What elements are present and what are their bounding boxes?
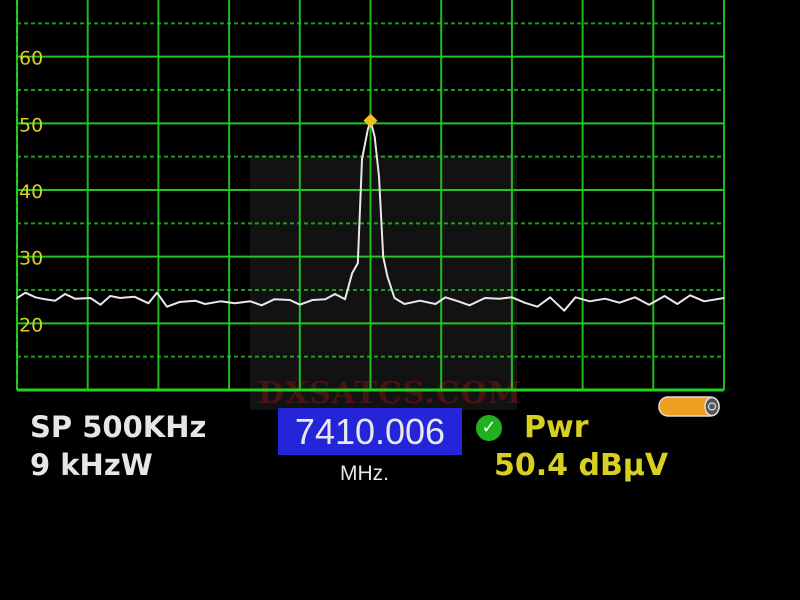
trace-point	[664, 295, 666, 297]
trace-point	[74, 298, 76, 300]
trace-point	[351, 272, 353, 274]
trace-point	[498, 298, 500, 300]
trace-point	[119, 297, 121, 299]
trace-point	[393, 297, 396, 299]
trace-point	[64, 293, 66, 295]
battery-icon	[658, 396, 720, 417]
trace-point	[273, 298, 275, 300]
trace-point	[378, 176, 380, 178]
trace-point	[361, 158, 363, 160]
trace-point	[604, 298, 606, 300]
trace-point	[324, 298, 326, 300]
trace-point	[419, 300, 421, 302]
trace-point	[524, 302, 526, 304]
trace-point	[511, 296, 513, 298]
trace-point	[156, 292, 158, 294]
span-label: SP 500KHz	[30, 410, 207, 444]
y-tick-label: 70	[19, 0, 43, 3]
trace-point	[703, 300, 705, 302]
trace-point	[563, 310, 565, 312]
trace-point	[299, 304, 301, 306]
trace-point	[147, 302, 150, 304]
trace-point	[386, 276, 389, 278]
trace-point	[367, 129, 369, 131]
check-circle-icon: ✓	[476, 415, 502, 441]
trace-point	[618, 302, 620, 304]
trace-point	[457, 300, 459, 302]
trace-point	[220, 300, 222, 302]
trace-point	[434, 303, 437, 305]
watermark-text: DXSATCS.COM	[258, 376, 523, 411]
trace-point	[574, 296, 577, 298]
trace-point	[648, 304, 650, 306]
trace-point	[589, 300, 591, 302]
rbw-label: 9 kHzW	[30, 448, 153, 482]
trace-point	[536, 306, 538, 308]
trace-point	[34, 296, 36, 298]
trace-point	[311, 299, 314, 301]
trace-point	[194, 300, 196, 302]
trace-point	[16, 297, 18, 299]
trace-point	[344, 298, 346, 300]
spectrum-plot: 20 30 40 50 60 70	[16, 0, 725, 392]
trace-point	[109, 295, 111, 297]
trace-point	[289, 299, 291, 301]
peak-marker	[363, 113, 378, 128]
trace-point	[54, 300, 56, 302]
y-tick-label: 20	[19, 314, 43, 336]
trace-point	[204, 303, 206, 305]
trace-point	[249, 300, 251, 302]
trace-point	[689, 294, 691, 296]
trace-point	[44, 298, 46, 300]
y-tick-label: 50	[19, 114, 43, 136]
trace-point	[484, 297, 486, 299]
trace-point	[133, 296, 135, 298]
frequency-field[interactable]: 7410.006	[278, 408, 462, 455]
y-tick-label: 40	[19, 181, 43, 203]
trace-point	[166, 306, 168, 308]
frequency-unit: MHz.	[340, 462, 389, 485]
trace-point	[403, 303, 406, 305]
trace-point	[444, 296, 447, 298]
trace-point	[382, 256, 384, 258]
trace-point	[99, 304, 102, 306]
power-label: Pwr	[524, 410, 589, 445]
trace-point	[357, 262, 359, 264]
trace-point	[468, 304, 471, 306]
trace-point	[634, 296, 636, 298]
trace-point	[89, 297, 92, 299]
trace-point	[24, 292, 27, 294]
power-value: 50.4 dBµV	[494, 448, 669, 483]
trace-point	[676, 303, 678, 305]
trace-point	[549, 296, 551, 298]
y-tick-label: 30	[19, 248, 43, 270]
trace-point	[179, 301, 181, 303]
watermark-logo	[250, 155, 517, 410]
trace-point	[234, 302, 236, 304]
trace-point	[374, 136, 376, 138]
y-tick-label: 60	[19, 48, 43, 70]
trace-point	[723, 297, 725, 299]
frequency-value: 7410.006	[294, 410, 446, 452]
trace-point	[334, 293, 336, 295]
trace-point	[261, 304, 263, 306]
